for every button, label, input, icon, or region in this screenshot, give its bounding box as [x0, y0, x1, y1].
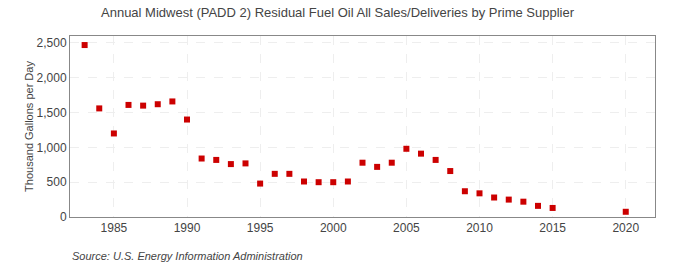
svg-text:1,500: 1,500	[37, 106, 67, 120]
svg-text:2015: 2015	[539, 221, 566, 235]
svg-text:1995: 1995	[247, 221, 274, 235]
svg-text:1985: 1985	[101, 221, 128, 235]
svg-text:2010: 2010	[466, 221, 493, 235]
svg-text:1990: 1990	[174, 221, 201, 235]
svg-text:2000: 2000	[320, 221, 347, 235]
svg-text:500: 500	[47, 175, 67, 189]
svg-text:0: 0	[60, 210, 67, 224]
svg-text:2020: 2020	[612, 221, 639, 235]
svg-text:1,000: 1,000	[37, 141, 67, 155]
svg-text:2,000: 2,000	[37, 71, 67, 85]
svg-text:2005: 2005	[393, 221, 420, 235]
svg-text:Thousand Gallons per Day: Thousand Gallons per Day	[23, 61, 35, 192]
svg-text:2,500: 2,500	[37, 36, 67, 50]
svg-text:Source: U.S. Energy Informatio: Source: U.S. Energy Information Administ…	[72, 250, 303, 262]
svg-text:Annual Midwest (PADD 2) Residu: Annual Midwest (PADD 2) Residual Fuel Oi…	[101, 5, 575, 20]
